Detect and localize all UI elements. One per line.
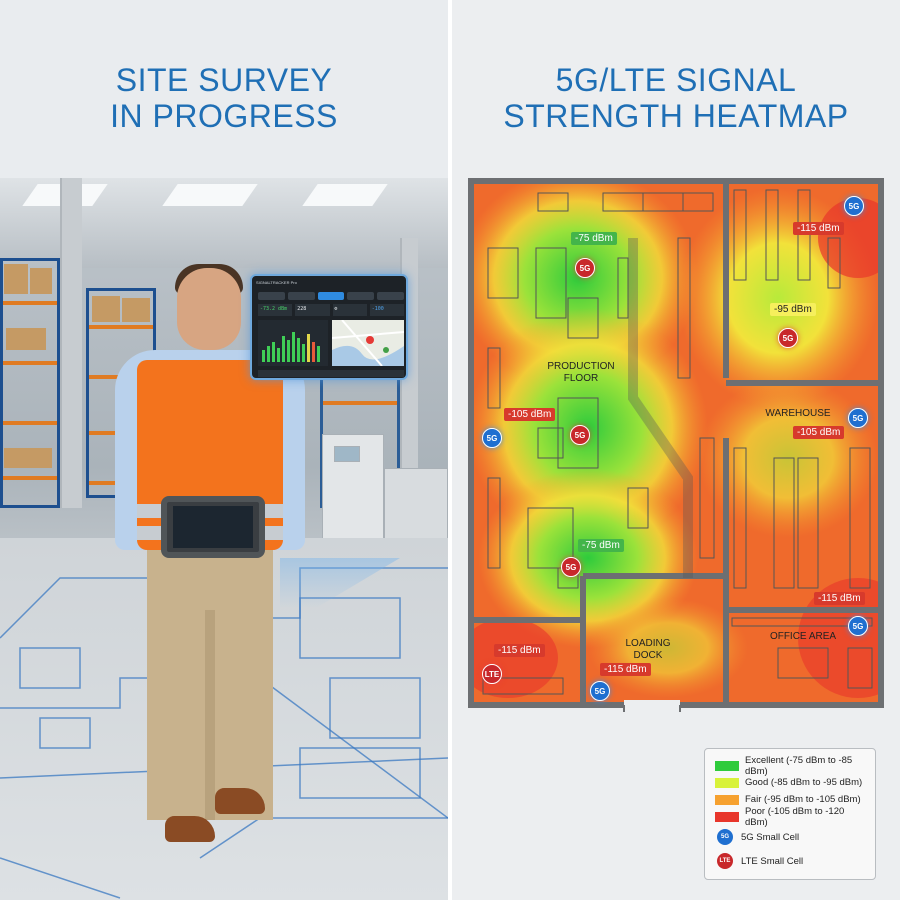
room-label-production-floor: PRODUCTION FLOOR <box>547 361 615 384</box>
room-label-loading-dock: LOADING DOCK <box>625 638 671 661</box>
signal-bars <box>262 332 320 362</box>
legend-lte-label: LTE Small Cell <box>741 855 804 867</box>
reading-warehouse-right: -105 dBm <box>793 426 845 439</box>
legend-excellent-label: Excellent (-75 dBm to -85 dBm) <box>745 754 853 777</box>
tablet-screen <box>173 506 253 548</box>
reading-warehouse-topright: -115 dBm <box>793 222 844 235</box>
swatch-good <box>715 777 739 788</box>
pants <box>147 550 273 820</box>
site-survey-title: SITE SURVEY IN PROGRESS <box>0 62 448 134</box>
app-title: SIGNALTRACKER Pro <box>256 280 297 285</box>
signal-bar-chart <box>258 320 328 366</box>
lte-cell-icon: LTE <box>717 853 733 869</box>
app-tab[interactable] <box>287 292 315 300</box>
5g-cell-icon: 5G <box>482 428 502 448</box>
stat-count: 228 <box>295 304 330 316</box>
shoe <box>215 788 265 814</box>
reading-office-right: -115 dBm <box>814 592 865 605</box>
cardboard-box <box>92 296 120 322</box>
site-survey-panel: SITE SURVEY IN PROGRESS <box>0 0 448 900</box>
shoe <box>165 816 215 842</box>
surveyor-person <box>105 264 315 900</box>
stat-icon: ⚙ <box>332 304 367 316</box>
reading-prod-left: -105 dBm <box>504 408 556 421</box>
reading-prod-top: -75 dBm <box>571 232 617 245</box>
stat-rsrq: -100 <box>369 304 404 316</box>
rugged-tablet <box>161 496 265 558</box>
legend-fair-label: Fair (-95 dBm to -105 dBm) <box>745 794 861 805</box>
steel-column <box>60 178 82 508</box>
machine <box>384 468 448 544</box>
lte-cell-icon: 5G <box>778 328 798 348</box>
5g-cell-icon: 5G <box>844 196 864 216</box>
panel-divider <box>448 0 452 900</box>
legend-excellent: Excellent (-75 dBm to -85 dBm) <box>715 754 865 777</box>
lte-cell-icon: 5G <box>561 557 581 577</box>
reading-dock: -115 dBm <box>600 663 651 676</box>
app-stats: -73.2 dBm 228 ⚙ -100 <box>258 304 404 316</box>
cardboard-box <box>30 268 52 294</box>
app-tab[interactable] <box>258 292 285 300</box>
legend-good-label: Good (-85 dBm to -95 dBm) <box>745 777 863 788</box>
heatmap-title-line2: STRENGTH HEATMAP <box>503 98 849 134</box>
stat-signal: -73.2 dBm <box>258 304 293 316</box>
app-tabs[interactable] <box>258 292 404 300</box>
swatch-excellent <box>715 760 739 771</box>
app-tab[interactable] <box>347 292 375 300</box>
map-graphic <box>331 319 405 367</box>
room-label-office-area: OFFICE AREA <box>769 631 837 642</box>
app-title-bar: SIGNALTRACKER Pro <box>256 280 406 288</box>
legend-poor-label: Poor (-105 dBm to -120 dBm) <box>745 805 845 828</box>
5g-cell-icon: 5G <box>717 829 733 845</box>
site-survey-title-line1: SITE SURVEY <box>115 62 333 98</box>
legend-poor: Poor (-105 dBm to -120 dBm) <box>715 805 865 828</box>
reading-prod-bottom: -75 dBm <box>578 539 624 552</box>
swatch-fair <box>715 794 739 805</box>
room-label-warehouse: WAREHOUSE <box>765 408 831 419</box>
heatmap-legend: Excellent (-75 dBm to -85 dBm) Good (-85… <box>704 748 876 880</box>
mini-map <box>331 319 405 367</box>
survey-app-screen: SIGNALTRACKER Pro -73.2 dBm 228 ⚙ -100 <box>250 274 408 380</box>
5g-cell-icon: 5G <box>848 616 868 636</box>
storage-rack <box>0 258 60 508</box>
app-tab[interactable] <box>377 292 404 300</box>
5g-cell-icon: 5G <box>848 408 868 428</box>
lte-cell-icon: LTE <box>482 664 502 684</box>
reading-bottomleft-room: -115 dBm <box>494 644 545 657</box>
legend-5g-label: 5G Small Cell <box>741 831 800 843</box>
legend-good: Good (-85 dBm to -95 dBm) <box>715 774 865 791</box>
cardboard-box <box>122 298 150 322</box>
legend-5g-cell: 5G 5G Small Cell <box>715 825 865 849</box>
app-footer <box>258 370 404 377</box>
lte-cell-icon: 5G <box>575 258 595 278</box>
heatmap-panel: 5G/LTE SIGNAL STRENGTH HEATMAP <box>452 0 900 900</box>
control-screen <box>334 446 360 462</box>
cardboard-box <box>4 448 52 468</box>
5g-cell-icon: 5G <box>590 681 610 701</box>
lte-cell-icon: 5G <box>570 425 590 445</box>
app-tab-active[interactable] <box>317 292 345 300</box>
skylight <box>162 184 258 206</box>
heatmap-title-line1: 5G/LTE SIGNAL <box>555 62 797 98</box>
cardboard-box <box>6 328 46 350</box>
legend-fair: Fair (-95 dBm to -105 dBm) <box>715 791 865 808</box>
site-survey-title-line2: IN PROGRESS <box>110 98 338 134</box>
reading-warehouse-center: -95 dBm <box>770 303 816 316</box>
floor-plan-heatmap: PRODUCTION FLOOR WAREHOUSE LOADING DOCK … <box>468 178 884 712</box>
head <box>177 268 241 350</box>
swatch-poor <box>715 811 739 822</box>
legend-lte-cell: LTE LTE Small Cell <box>715 849 865 873</box>
heatmap-title: 5G/LTE SIGNAL STRENGTH HEATMAP <box>452 62 900 134</box>
floor-plan-graphic <box>468 178 884 712</box>
cardboard-box <box>4 264 28 294</box>
